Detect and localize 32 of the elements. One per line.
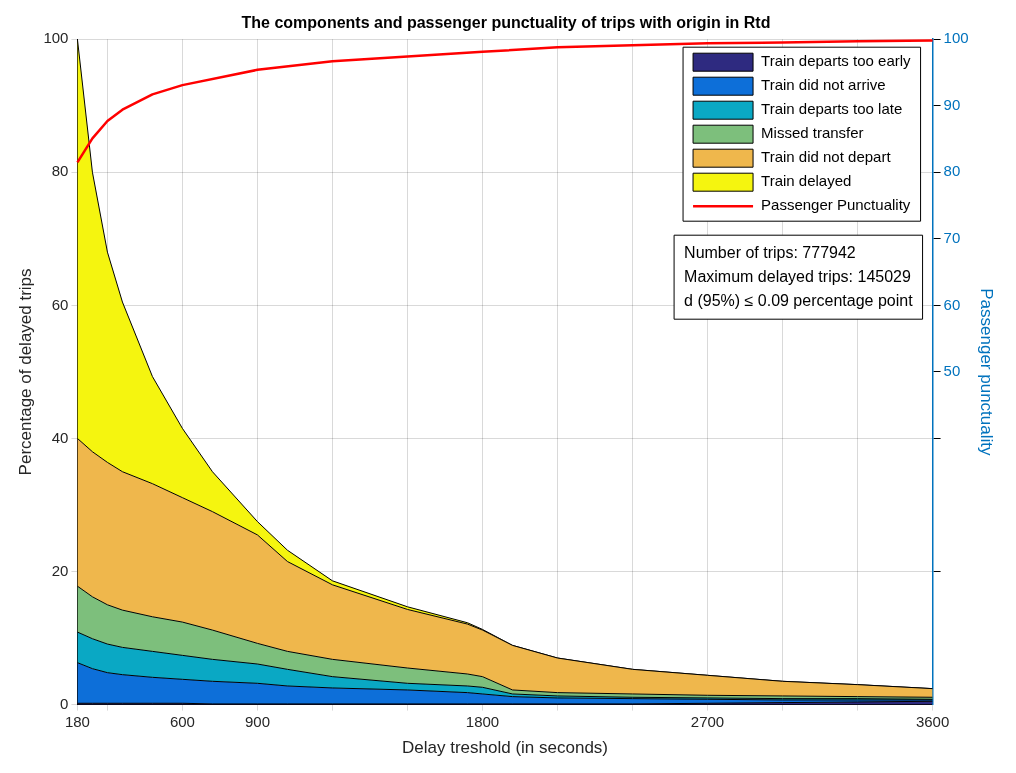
x-tick-label: 1800	[465, 712, 500, 730]
x-tick-label: 600	[169, 712, 195, 730]
annotation: Number of trips: 777942	[684, 243, 856, 261]
y-axis-title: Percentage of delayed trips	[15, 268, 35, 476]
annotation: Maximum delayed trips: 145029	[684, 267, 911, 285]
y-tick-label: 20	[51, 561, 69, 579]
legend-label: Missed transfer	[761, 124, 864, 142]
y-tick-label: 40	[51, 428, 69, 446]
x-tick-label: 180	[64, 712, 90, 730]
x-tick-label: 900	[244, 712, 270, 730]
y-tick-label: 80	[51, 162, 69, 180]
legend-label: Train departs too late	[761, 100, 903, 118]
y2-tick-label: 60	[943, 295, 961, 313]
legend-label: Train did not depart	[761, 148, 892, 166]
legend-label: Train did not arrive	[761, 76, 886, 94]
y2-tick-label: 100	[943, 29, 969, 47]
annotation: d (95%) ≤ 0.09 percentage point	[684, 291, 914, 309]
y2-tick-label: 90	[943, 95, 961, 113]
y2-tick-label: 80	[943, 162, 961, 180]
y2-axis-title: Passenger punctuality	[977, 288, 997, 457]
x-axis-title: Delay treshold (in seconds)	[402, 738, 608, 758]
x-tick-label: 3600	[915, 712, 950, 730]
y2-tick-label: 50	[943, 362, 961, 380]
legend-label: Passenger Punctuality	[761, 196, 911, 214]
y-tick-label: 60	[51, 295, 69, 313]
chart-title: The components and passenger punctuality of trips with origin in Rtd	[241, 14, 771, 32]
legend-label: Train delayed	[761, 172, 852, 190]
legend-label: Train departs too early	[761, 52, 912, 70]
y-tick-label: 100	[43, 29, 69, 47]
x-tick-label: 2700	[690, 712, 725, 730]
y-tick-label: 0	[60, 694, 69, 712]
y2-tick-label: 70	[943, 228, 961, 246]
